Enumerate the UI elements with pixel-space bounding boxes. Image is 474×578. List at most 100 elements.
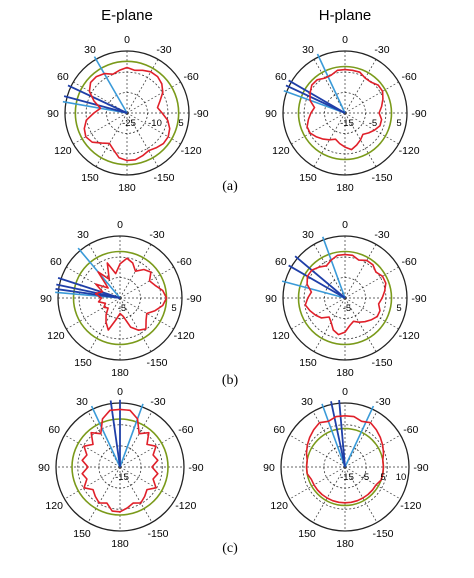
grid-spoke	[344, 466, 378, 523]
main-beam-line	[330, 401, 346, 468]
main-beam-line	[294, 255, 346, 299]
grid-spoke	[119, 434, 176, 468]
row-label-b: (b)	[222, 373, 239, 388]
radial-label: -5	[369, 118, 377, 129]
angle-label: 0	[117, 219, 123, 231]
angle-label: -30	[374, 44, 389, 56]
grid-ring-1	[77, 424, 163, 510]
angle-label: 90	[40, 293, 52, 305]
angle-label: 120	[47, 330, 65, 342]
angle-label: -120	[174, 330, 195, 342]
grid-spoke	[119, 411, 153, 468]
angle-label: 90	[265, 108, 277, 120]
angle-label: 30	[77, 229, 89, 241]
angle-label: -90	[186, 293, 201, 305]
grid-spoke	[126, 81, 181, 114]
outer-ring	[282, 235, 408, 361]
radial-label: 5	[396, 303, 401, 314]
angle-label: 120	[45, 500, 63, 512]
measured-pattern	[306, 68, 384, 151]
radial-label: 5	[178, 118, 183, 129]
main-beam-line	[63, 95, 128, 114]
main-beam-line	[57, 277, 121, 299]
angle-label: -150	[372, 528, 393, 540]
polar-plot-eplane-b: 0 -30 -60 -90 -120 -150 180 150 120 90 60 30 -5 5	[40, 219, 202, 379]
angle-label: -30	[156, 44, 171, 56]
angle-label: -150	[153, 172, 174, 184]
angle-label: 180	[111, 538, 129, 550]
angle-label: 0	[117, 386, 123, 398]
angle-label: 90	[265, 293, 277, 305]
outer-ring	[280, 402, 410, 532]
angle-label: -90	[188, 462, 203, 474]
grid-ring-1	[302, 424, 388, 510]
angle-label: 0	[342, 386, 348, 398]
angle-label: -60	[402, 71, 417, 83]
grid-spoke	[87, 466, 121, 523]
polar-plot-hplane-b: 0 -30 -60 -90 -120 -150 180 150 120 90 60 30 -5 5	[265, 219, 427, 379]
grid-spoke	[119, 466, 176, 500]
beam-edge-line	[316, 53, 346, 114]
grid-spoke	[64, 434, 121, 468]
outer-ring	[64, 50, 190, 176]
angle-label: -150	[371, 357, 392, 369]
angle-label: 120	[54, 145, 72, 157]
angle-label: 0	[342, 219, 348, 231]
angle-label: -150	[371, 172, 392, 184]
main-beam-line	[288, 264, 346, 299]
beam-edge-line	[93, 56, 128, 114]
row-label-c: (c)	[222, 541, 238, 556]
radial-label: 5	[380, 472, 385, 483]
radial-label: -5	[118, 303, 126, 314]
beam-edge-line	[344, 405, 375, 468]
angle-label: 30	[302, 229, 314, 241]
measured-pattern	[304, 253, 387, 336]
main-beam-line	[285, 84, 346, 114]
angle-label: -90	[413, 462, 428, 474]
radial-label: -10	[148, 118, 162, 129]
angle-label: -60	[178, 424, 193, 436]
measured-pattern	[94, 257, 168, 331]
radial-label: -5	[361, 472, 369, 483]
angle-label: 60	[48, 424, 60, 436]
angle-label: -30	[149, 229, 164, 241]
angle-label: 0	[342, 34, 348, 46]
radial-label: -5	[343, 303, 351, 314]
angle-label: 60	[275, 256, 287, 268]
grid-spoke	[64, 466, 121, 500]
polar-plot-hplane-c: 0 -30 -60 -90 -120 -150 180 150 120 90 60 30 -15 -5 5 1…	[263, 386, 429, 550]
angle-label: 180	[336, 538, 354, 550]
grid-spoke	[344, 434, 401, 468]
measured-pattern	[83, 66, 171, 162]
angle-label: -30	[374, 229, 389, 241]
angle-label: -60	[402, 256, 417, 268]
angle-label: 120	[270, 500, 288, 512]
radial-label: 5	[396, 118, 401, 129]
column-title-e-plane: E-plane	[101, 7, 153, 24]
grid-spoke	[344, 411, 378, 468]
grid-spoke	[289, 466, 346, 500]
grid-spoke	[119, 466, 153, 523]
angle-label: -90	[411, 293, 426, 305]
angle-label: 90	[47, 108, 59, 120]
angle-label: -120	[175, 500, 196, 512]
main-beam-line	[338, 399, 346, 468]
main-beam-line	[67, 84, 128, 114]
outer-ring	[57, 235, 183, 361]
angle-label: 150	[74, 357, 92, 369]
grid-spoke	[312, 466, 346, 523]
radial-label: 5	[171, 303, 176, 314]
beam-edge-line	[321, 403, 346, 468]
angle-label: -90	[411, 108, 426, 120]
angle-label: 60	[50, 256, 62, 268]
polar-plot-eplane-c: 0 -30 -60 -90 -120 -150 180 150 120 90 60 30 -15	[38, 386, 204, 550]
column-title-h-plane: H-plane	[319, 7, 372, 24]
measured-pattern	[81, 408, 159, 513]
grid-spoke	[312, 411, 346, 468]
polar-plot-hplane-a: 0 -30 -60 -90 -120 -150 180 150 120 90 60 30 -15 -5 5	[265, 34, 427, 194]
angle-label: -150	[147, 528, 168, 540]
reference-circle	[74, 60, 180, 166]
beam-edge-line	[62, 100, 128, 114]
outer-ring	[282, 50, 408, 176]
angle-label: 150	[73, 528, 91, 540]
